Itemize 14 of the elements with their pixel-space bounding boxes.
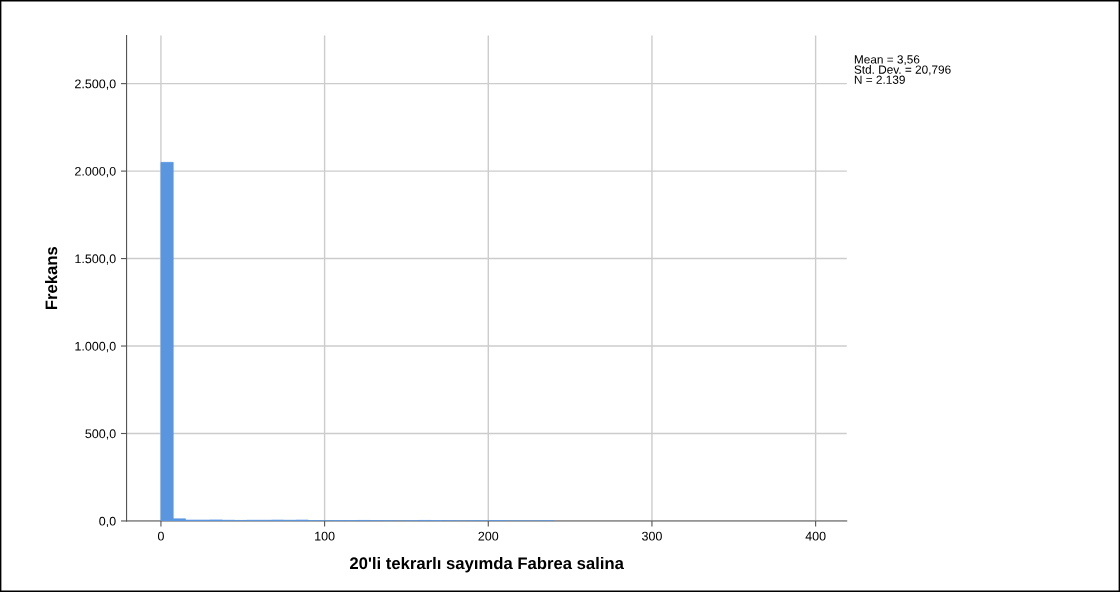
x-tick-label: 100 xyxy=(315,531,335,541)
y-tick-label: 2.500,0 xyxy=(75,79,116,90)
y-tick-label: 1.000,0 xyxy=(75,341,116,353)
x-axis-title: 20'li tekrarlı sayımda Fabrea salina xyxy=(349,556,624,573)
x-tick-label: 400 xyxy=(805,531,826,541)
x-tick-label: 200 xyxy=(478,531,499,541)
y-tick-label: 1.500,0 xyxy=(75,254,116,265)
y-tick-label: 0,0 xyxy=(99,516,116,528)
x-tick-label: 300 xyxy=(642,531,662,541)
x-tick-label: 0 xyxy=(157,531,164,541)
text: Mean = 3,56 Std. Dev. = 20,796 N = 2.139 xyxy=(854,55,951,84)
y-axis-title: Frekans xyxy=(45,246,58,310)
y-tick-label: 2.000,0 xyxy=(75,166,116,178)
y-tick-label: 500,0 xyxy=(85,429,116,440)
